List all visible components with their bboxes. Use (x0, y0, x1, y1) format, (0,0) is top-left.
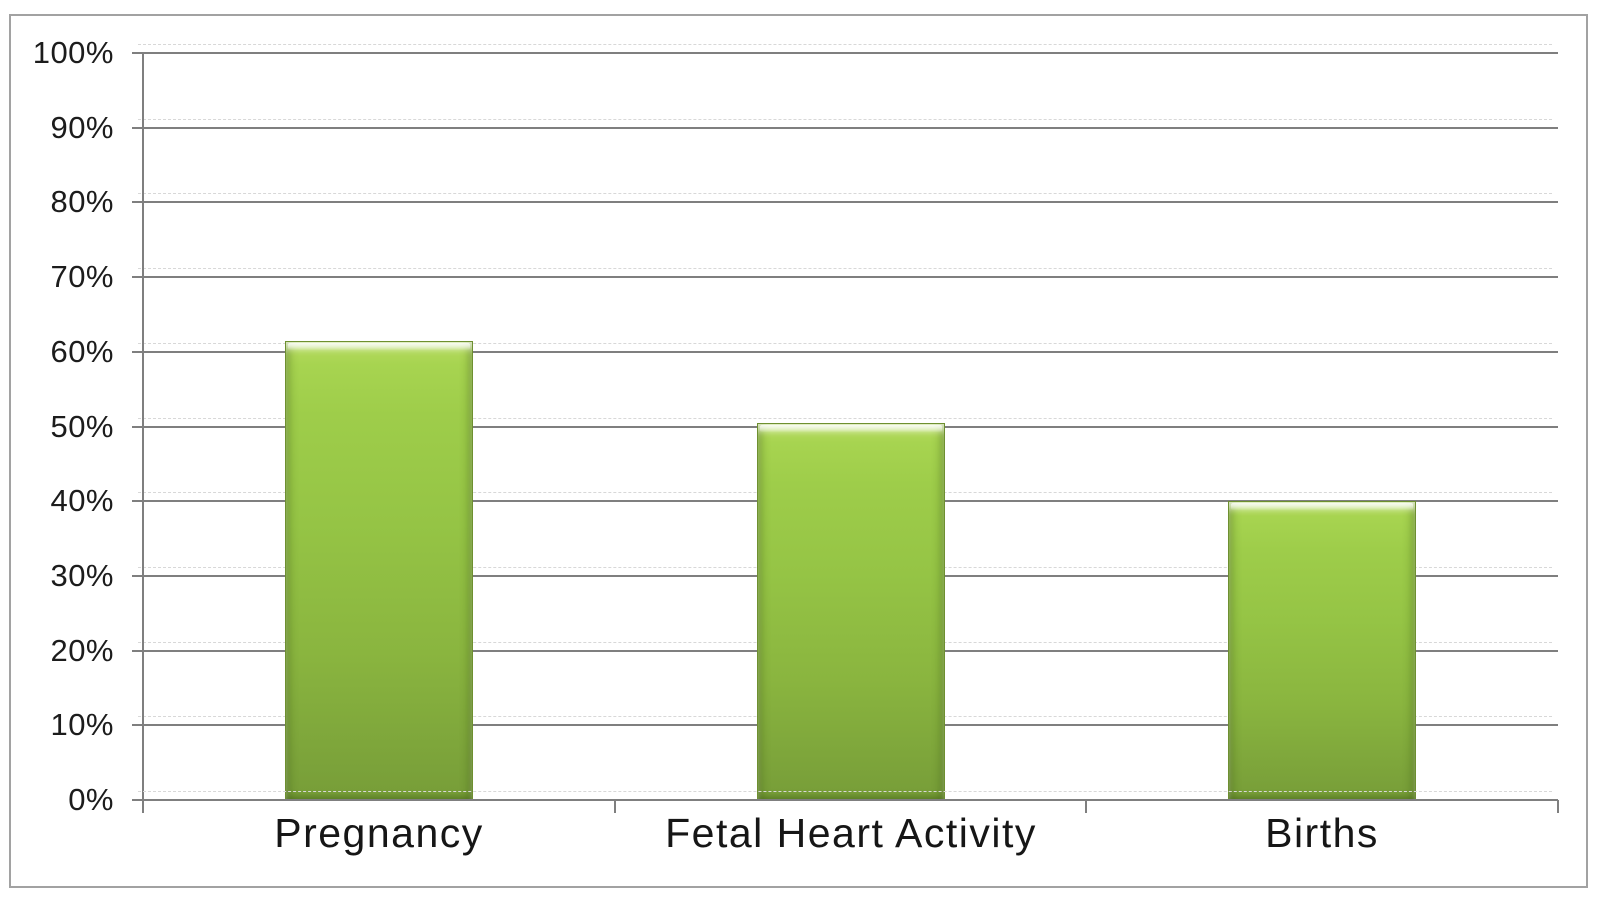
y-axis-tick-label: 20% (50, 633, 114, 668)
y-axis-line (142, 53, 144, 813)
category-boundary-tick (1085, 800, 1087, 813)
y-axis-tick-label: 10% (50, 707, 114, 742)
bar-pregnancy (285, 341, 473, 800)
bar-births (1228, 501, 1416, 800)
gridline (132, 44, 1558, 54)
y-axis-tick-label: 60% (50, 334, 114, 369)
x-axis-category-label: Fetal Heart Activity (665, 810, 1037, 856)
y-axis-tick-label: 100% (32, 35, 114, 70)
gridline (132, 268, 1558, 278)
x-axis-category-label: Pregnancy (274, 810, 484, 856)
y-axis-tick-label: 80% (50, 184, 114, 219)
y-axis-tick-label: 0% (68, 782, 114, 817)
y-axis-tick-label: 90% (50, 110, 114, 145)
y-axis-tick-label: 70% (50, 259, 114, 294)
gridline (132, 119, 1558, 129)
gridline (132, 343, 1558, 353)
gridline (132, 193, 1558, 203)
y-axis-tick-label: 50% (50, 409, 114, 444)
x-axis-category-label: Births (1265, 810, 1379, 856)
x-axis-baseline (132, 791, 1558, 801)
category-boundary-tick (614, 800, 616, 813)
bar-fetal-heart-activity (757, 423, 945, 800)
category-boundary-tick (1557, 800, 1559, 813)
y-axis-tick-label: 30% (50, 558, 114, 593)
y-axis-tick-label: 40% (50, 483, 114, 518)
